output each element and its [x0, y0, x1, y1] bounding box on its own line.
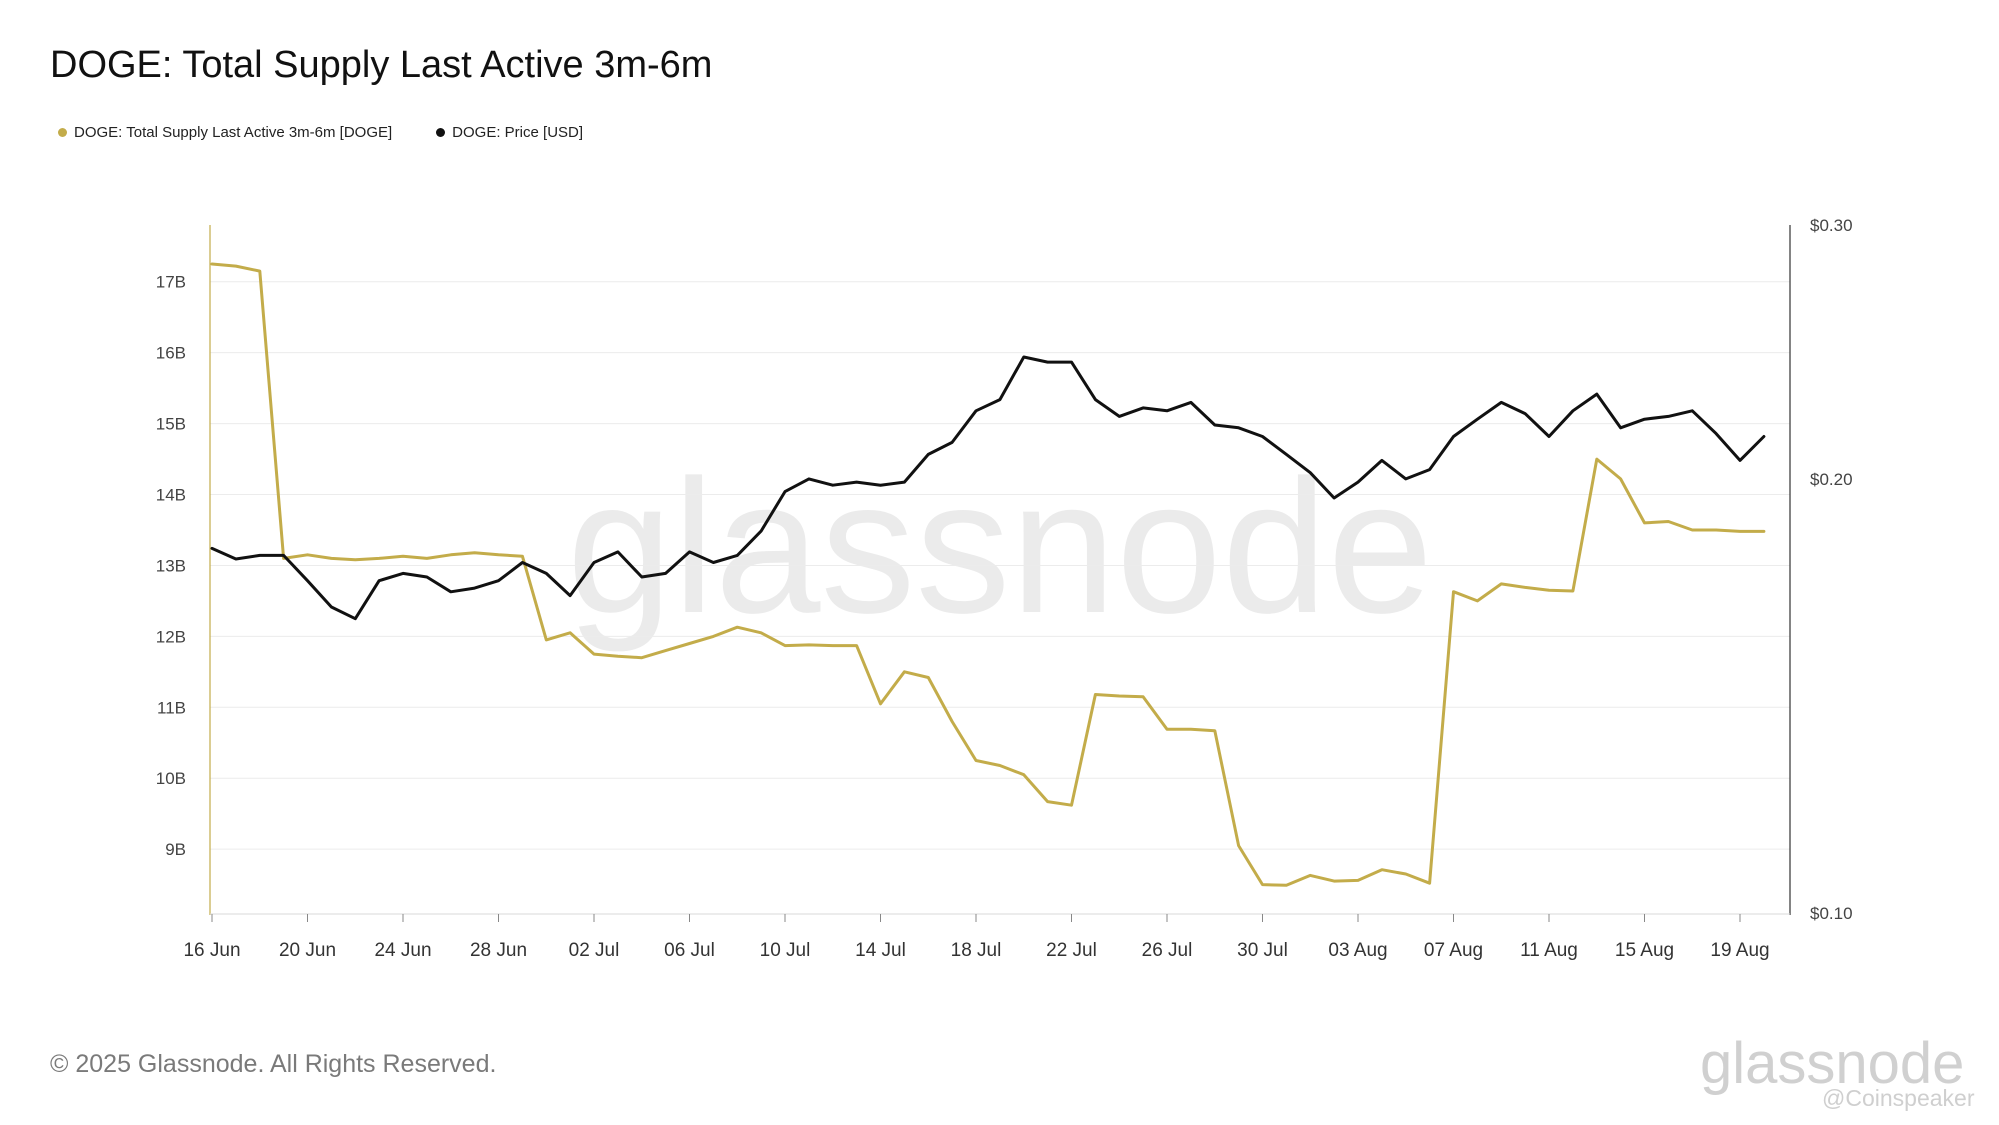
legend-label-price: DOGE: Price [USD]: [452, 124, 584, 141]
y-right-tick-label: $0.30: [1810, 216, 1853, 235]
x-tick-label: 22 Jul: [1046, 940, 1097, 961]
y-left-tick-label: 15B: [156, 415, 186, 434]
gridlines: [210, 281, 1790, 850]
watermark: glassnode: [567, 441, 1433, 653]
x-tick-label: 11 Aug: [1520, 940, 1578, 961]
legend: DOGE: Total Supply Last Active 3m-6m [DO…: [58, 124, 583, 141]
x-tick-label: 06 Jul: [664, 940, 715, 961]
x-tick-label: 07 Aug: [1424, 940, 1483, 961]
y-left-tick-label: 17B: [156, 273, 186, 292]
x-tick-label: 26 Jul: [1142, 940, 1193, 961]
series-line-price: [210, 355, 1766, 621]
y-left-tick-label: 13B: [156, 556, 186, 575]
legend-label-supply: DOGE: Total Supply Last Active 3m-6m [DO…: [74, 124, 393, 141]
series-lines: [210, 262, 1766, 887]
glassnode-logo: glassnode: [1700, 1031, 1965, 1096]
x-tick-label: 20 Jun: [279, 940, 336, 961]
x-tick-label: 02 Jul: [569, 940, 620, 961]
x-tick-label: 18 Jul: [951, 940, 1002, 961]
x-axis: 16 Jun 20 Jun 24 Jun 28 Jun 02 Jul 06 Jul 10 J…: [183, 914, 1770, 961]
y-right-axis: $0.10 $0.20 $0.30: [1810, 216, 1853, 923]
y-right-tick-label: $0.10: [1810, 904, 1853, 923]
source-credit: @Coinspeaker: [1822, 1085, 1975, 1111]
x-tick-label: 14 Jul: [855, 940, 906, 961]
y-left-tick-label: 14B: [156, 486, 186, 505]
x-tick-label: 19 Aug: [1710, 940, 1769, 961]
y-left-axis: 9B 10B 11B 12B 13B 14B 15B 16B 17B: [156, 273, 186, 859]
chart-title: DOGE: Total Supply Last Active 3m-6m: [50, 44, 713, 86]
x-tick-label: 24 Jun: [374, 940, 431, 961]
y-left-tick-label: 9B: [165, 840, 186, 859]
x-tick-label: 03 Aug: [1328, 940, 1387, 961]
legend-dot-price: [436, 128, 446, 137]
y-right-tick-label: $0.20: [1810, 470, 1853, 489]
y-left-tick-label: 16B: [156, 344, 186, 363]
axes: [209, 225, 1791, 915]
legend-item-supply[interactable]: DOGE: Total Supply Last Active 3m-6m [DO…: [58, 124, 392, 141]
y-left-tick-label: 12B: [156, 627, 186, 646]
x-tick-label: 16 Jun: [183, 940, 240, 961]
x-tick-label: 10 Jul: [760, 940, 811, 961]
x-tick-label: 28 Jun: [470, 940, 527, 961]
x-tick-label: 30 Jul: [1237, 940, 1288, 961]
legend-item-price[interactable]: DOGE: Price [USD]: [436, 124, 583, 141]
legend-dot-supply: [58, 128, 67, 137]
x-tick-label: 15 Aug: [1615, 940, 1674, 961]
copyright-footer: © 2025 Glassnode. All Rights Reserved.: [50, 1050, 497, 1078]
y-left-tick-label: 10B: [156, 769, 186, 788]
y-left-tick-label: 11B: [157, 698, 186, 717]
series-line-supply: [210, 262, 1766, 887]
